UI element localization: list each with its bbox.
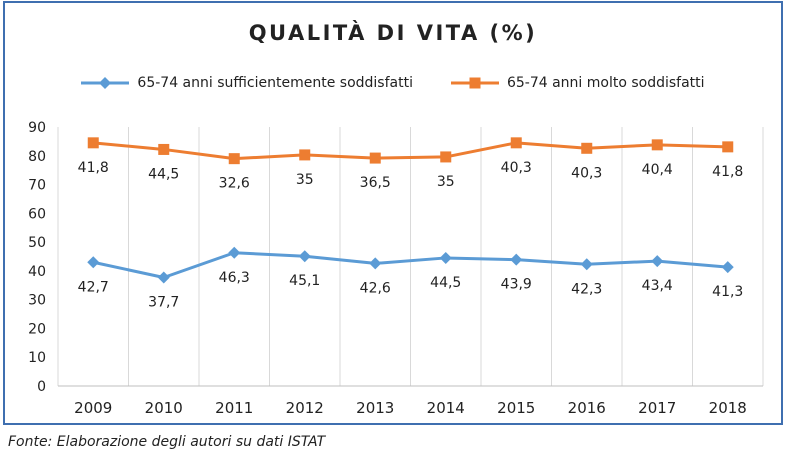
x-tick-label: 2014 — [427, 399, 465, 417]
data-label: 35 — [296, 172, 314, 188]
y-tick-label: 60 — [28, 206, 46, 222]
data-label: 44,5 — [148, 166, 179, 182]
data-label: 44,5 — [430, 275, 461, 291]
series-point — [298, 250, 311, 263]
series-point — [87, 256, 100, 269]
series-point — [651, 255, 664, 268]
chart-plot: 0 10 20 30 40 50 60 70 80 90 2009 2010 2011 2012 2013 2… — [28, 120, 764, 417]
series-point — [721, 261, 734, 274]
data-label: 46,3 — [219, 270, 250, 286]
y-tick-label: 30 — [28, 293, 46, 309]
source-note: Fonte: Elaborazione degli autori su dati… — [8, 434, 326, 450]
x-tick-label: 2016 — [568, 399, 606, 417]
legend-marker — [469, 77, 481, 89]
series-point — [228, 246, 241, 259]
y-tick-label: 20 — [28, 321, 46, 337]
series-point — [439, 251, 452, 264]
legend-label: 65-74 anni molto soddisfatti — [506, 75, 705, 91]
series-point — [510, 253, 523, 266]
series-point — [651, 139, 663, 151]
series-point — [369, 257, 382, 270]
data-label: 45,1 — [289, 273, 320, 289]
series-point — [581, 142, 593, 154]
data-label: 41,3 — [712, 284, 743, 300]
series-point — [369, 152, 381, 164]
y-tick-label: 50 — [28, 235, 46, 251]
legend-item: 65-74 anni molto soddisfatti — [450, 75, 705, 91]
chart-title: QUALITÀ DI VITA (%) — [248, 21, 538, 45]
y-tick-label: 90 — [28, 120, 46, 136]
series-point — [580, 258, 593, 271]
legend-swatch — [450, 77, 499, 89]
series-point — [440, 151, 452, 163]
x-tick-label: 2009 — [74, 399, 112, 417]
x-tick-label: 2013 — [356, 399, 394, 417]
series-point — [158, 143, 170, 155]
legend-label: 65-74 anni sufficientemente soddisfatti — [137, 75, 413, 91]
series-point — [228, 153, 240, 165]
data-label: 41,8 — [78, 160, 109, 176]
data-label: 35 — [437, 174, 455, 190]
data-label: 42,6 — [360, 280, 391, 296]
y-tick-label: 70 — [28, 178, 46, 194]
data-label: 36,5 — [360, 175, 391, 191]
series-line — [92, 251, 728, 280]
y-tick-label: 80 — [28, 149, 46, 165]
x-tick-label: 2015 — [497, 399, 535, 417]
x-tick-label: 2010 — [145, 399, 183, 417]
series-point — [722, 141, 734, 153]
x-tick-label: 2011 — [215, 399, 253, 417]
legend-item: 65-74 anni sufficientemente soddisfatti — [81, 75, 413, 91]
legend-swatch — [81, 77, 130, 89]
y-tick-label: 10 — [28, 350, 46, 366]
data-label: 43,9 — [501, 277, 532, 293]
series-point — [87, 137, 99, 149]
data-label: 40,3 — [571, 165, 602, 181]
data-label: 40,3 — [501, 160, 532, 176]
legend-marker — [99, 77, 112, 89]
data-label: 37,7 — [148, 295, 179, 311]
y-tick-label: 40 — [28, 264, 46, 280]
data-label: 41,8 — [712, 164, 743, 180]
data-label: 40,4 — [642, 162, 673, 178]
series-line — [93, 141, 728, 161]
series-point — [299, 149, 311, 161]
x-tick-label: 2012 — [286, 399, 324, 417]
chart-legend: 65-74 anni sufficientemente soddisfatti 6… — [5, 75, 781, 91]
x-tick-label: 2017 — [638, 399, 676, 417]
y-tick-label: 0 — [37, 379, 46, 395]
series-point — [157, 271, 170, 284]
series-point — [510, 137, 522, 149]
data-label: 42,7 — [78, 279, 109, 295]
data-label: 43,4 — [642, 278, 673, 294]
chart-frame: QUALITÀ DI VITA (%) 65-74 anni sufficien… — [3, 1, 783, 425]
data-label: 42,3 — [571, 281, 602, 297]
x-tick-label: 2018 — [709, 399, 747, 417]
data-label: 32,6 — [219, 176, 250, 192]
